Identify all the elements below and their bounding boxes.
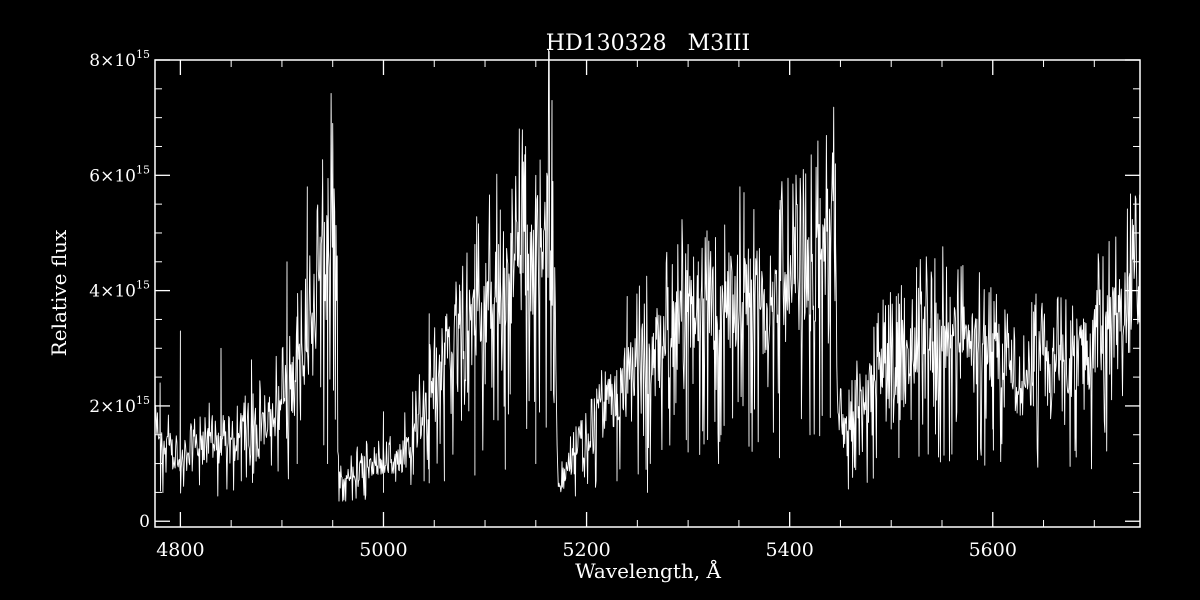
x-tick-label: 5400 [765, 539, 813, 561]
chart-title: HD130328 M3III [546, 31, 750, 56]
plot-frame [154, 59, 1141, 528]
minor-ticks [155, 60, 1140, 527]
x-tick-label: 5200 [562, 539, 610, 561]
y-tick-label: 8×1015 [89, 48, 150, 71]
spectrum-layer [154, 49, 1141, 502]
y-axis-label: Relative flux [47, 229, 71, 356]
x-tick-label: 5600 [969, 539, 1017, 561]
y-axis-ticks: 0 2×1015 4×1015 6×1015 8×1015 [89, 48, 1140, 532]
x-tick-label: 4800 [156, 539, 204, 561]
y-tick-label: 4×1015 [89, 279, 150, 302]
x-axis-ticks: 4800 5000 5200 5400 5600 [156, 60, 1017, 561]
x-axis-label: Wavelength, Å [575, 558, 721, 583]
x-tick-label: 5000 [359, 539, 407, 561]
y-tick-label: 2×1015 [89, 394, 150, 417]
y-tick-label: 0 [139, 512, 150, 532]
y-tick-label: 6×1015 [89, 163, 150, 186]
spectrum-line [154, 49, 1141, 502]
